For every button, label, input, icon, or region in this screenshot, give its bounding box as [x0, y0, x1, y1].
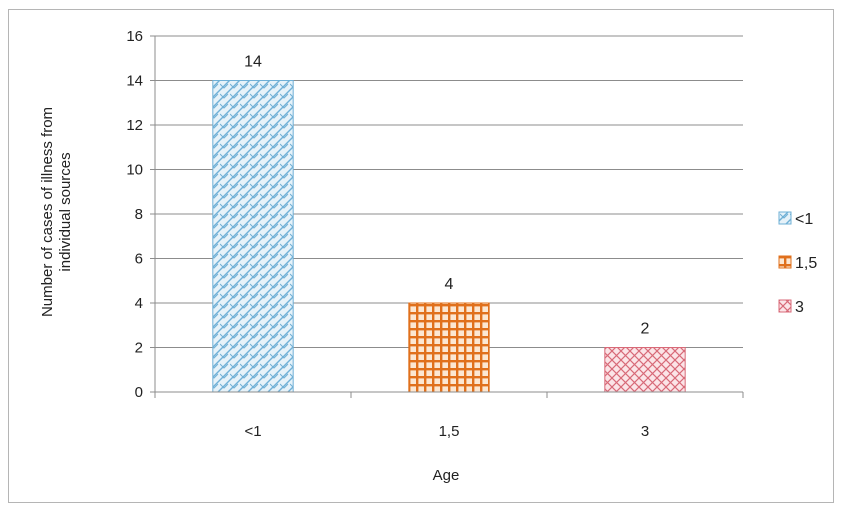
bars — [212, 80, 686, 393]
data-label-1: 14 — [244, 54, 262, 71]
x-axis-ticks: <1 1,5 3 — [154, 392, 744, 440]
y-tick-label: 16 — [126, 28, 143, 45]
y-tick-label: 2 — [135, 340, 143, 357]
x-tick-label: 3 — [641, 423, 649, 440]
y-axis-ticks: 0 2 4 6 8 10 12 14 16 — [126, 28, 155, 401]
y-tick-label: 6 — [135, 251, 143, 268]
bar-1 — [212, 80, 294, 393]
y-axis-title: Number of cases of illness from individu… — [39, 107, 74, 317]
x-tick-label: 1,5 — [439, 423, 460, 440]
bar-2 — [408, 302, 490, 393]
legend-swatch-1 — [778, 211, 792, 225]
x-axis-title: Age — [433, 467, 460, 484]
x-tick-label: <1 — [244, 423, 261, 440]
data-label-2: 4 — [445, 276, 454, 293]
data-labels: 14 4 2 — [244, 54, 649, 338]
legend-label-2: 1,5 — [795, 255, 817, 272]
legend-label-1: <1 — [795, 211, 813, 228]
y-tick-label: 10 — [126, 162, 143, 179]
y-tick-label: 4 — [135, 295, 143, 312]
y-axis-title-line-2: individual sources — [57, 152, 74, 271]
bar-3 — [604, 347, 686, 393]
y-tick-label: 8 — [135, 206, 143, 223]
data-label-3: 2 — [641, 321, 650, 338]
legend-swatch-3 — [778, 299, 792, 313]
y-tick-label: 0 — [135, 384, 143, 401]
y-tick-label: 12 — [126, 117, 143, 134]
chart-frame — [8, 9, 834, 503]
y-axis-title-line-1: Number of cases of illness from — [39, 107, 56, 317]
legend: <1 1,5 3 — [778, 211, 817, 316]
legend-swatch-2 — [778, 255, 792, 269]
y-tick-label: 14 — [126, 73, 143, 90]
legend-label-3: 3 — [795, 299, 804, 316]
